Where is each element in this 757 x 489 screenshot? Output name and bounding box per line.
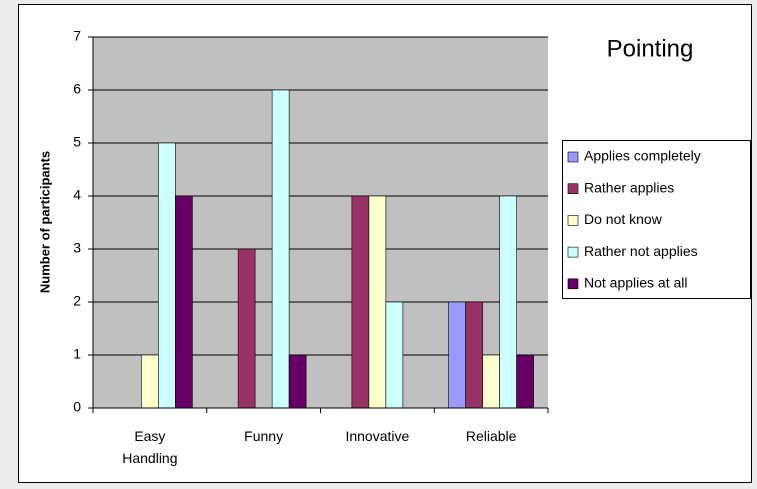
bar: [499, 195, 517, 409]
bar: [351, 195, 370, 409]
legend-swatch: [567, 215, 579, 226]
legend-swatch: [567, 278, 579, 290]
legend-swatch: [567, 183, 579, 194]
bar: [271, 89, 290, 409]
y-tick-label: 7: [73, 28, 81, 44]
y-tick-label: 5: [73, 134, 81, 150]
legend-swatch: [567, 246, 579, 258]
legend-label: Rather not applies: [584, 243, 698, 259]
bar: [158, 142, 176, 409]
y-tick-label: 1: [73, 346, 81, 362]
bar: [368, 195, 387, 409]
y-tick-label: 4: [73, 187, 81, 203]
y-tick-label: 2: [73, 293, 81, 309]
x-tick-label: Funny: [244, 428, 284, 444]
x-tick-label: Easy Handling: [122, 428, 178, 466]
legend-label: Do not know: [584, 211, 663, 227]
x-tick-label: Innovative: [345, 428, 410, 444]
y-tick-label: 0: [73, 399, 81, 415]
chart-title: Pointing: [607, 35, 694, 62]
bar: [448, 301, 466, 409]
y-axis-label: Number of participants: [37, 151, 52, 293]
bar: [237, 248, 256, 409]
bar: [141, 354, 159, 409]
legend-swatch: [567, 151, 579, 163]
legend-label: Rather applies: [584, 179, 674, 195]
y-tick-label: 6: [73, 81, 81, 97]
bar: [288, 354, 307, 409]
bar: [465, 301, 483, 409]
bar: [175, 195, 193, 409]
bar: [482, 354, 500, 409]
bar: [385, 301, 404, 409]
legend-box: [562, 140, 751, 299]
y-tick-label: 3: [73, 240, 81, 256]
bar: [516, 354, 534, 409]
legend-label: Applies completely: [584, 148, 701, 164]
x-tick-label: Reliable: [465, 428, 517, 444]
legend-label: Not applies at all: [584, 275, 688, 291]
